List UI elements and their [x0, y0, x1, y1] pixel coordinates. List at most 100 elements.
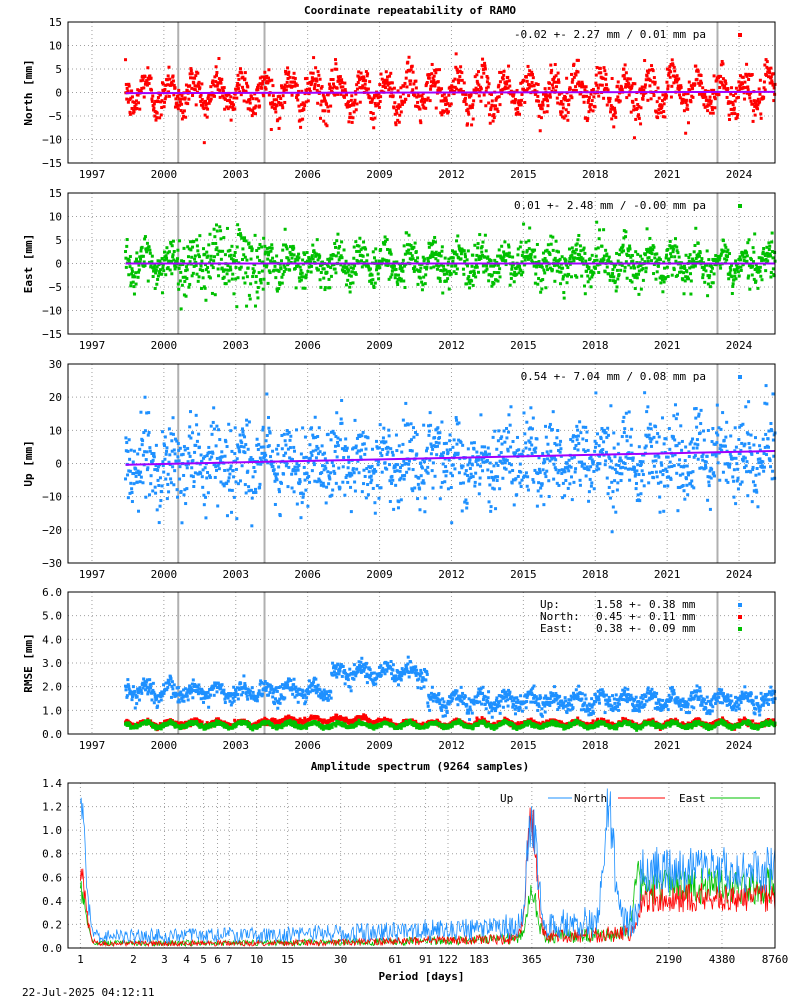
north-point — [708, 95, 712, 99]
up-point — [686, 473, 690, 477]
up-point — [363, 452, 367, 456]
east-point — [279, 259, 283, 263]
north-point — [750, 73, 754, 77]
up-point — [650, 437, 654, 441]
east-point — [275, 287, 279, 291]
north-point — [167, 65, 171, 69]
north-point — [263, 86, 267, 90]
east-point — [325, 263, 329, 267]
east-point — [418, 276, 422, 280]
north-point — [765, 60, 769, 64]
east-point — [262, 263, 266, 267]
north-point — [632, 104, 636, 108]
north-point — [568, 87, 572, 91]
y-tick-label: 5.0 — [42, 610, 62, 623]
north-point — [585, 119, 589, 123]
east-point — [580, 274, 584, 278]
north-point — [733, 99, 737, 103]
north-point — [639, 106, 643, 110]
up-point — [399, 466, 403, 470]
east-point — [751, 264, 755, 268]
up-point — [336, 436, 340, 440]
up-point — [633, 474, 637, 478]
east-point — [688, 266, 692, 270]
up-point — [767, 445, 771, 449]
east-point — [354, 272, 358, 276]
up-point — [295, 428, 299, 432]
east-point — [421, 255, 425, 259]
north-point — [480, 75, 484, 79]
north-point — [414, 79, 418, 83]
north-point — [675, 74, 679, 78]
east-point — [415, 268, 419, 272]
north-point — [231, 105, 235, 109]
up-point — [129, 481, 133, 485]
up-point — [692, 455, 696, 459]
north-point — [342, 95, 346, 99]
up-point — [678, 458, 682, 462]
up-point — [215, 456, 219, 460]
north-point — [179, 97, 183, 101]
up-point — [357, 471, 361, 475]
up-point — [695, 438, 699, 442]
rmse-point — [131, 685, 135, 689]
east-point — [484, 249, 488, 253]
east-point — [656, 258, 660, 262]
north-point — [397, 103, 401, 107]
east-point — [354, 240, 358, 244]
north-point — [439, 111, 443, 115]
east-point — [185, 277, 189, 281]
north-point — [296, 92, 300, 96]
north-point — [183, 96, 187, 100]
north-point — [622, 67, 626, 71]
up-point — [594, 441, 598, 445]
rmse-point — [130, 698, 134, 702]
up-point — [543, 460, 547, 464]
east-point — [640, 257, 644, 261]
north-point — [729, 107, 733, 111]
north-point — [371, 112, 375, 116]
up-point — [321, 452, 325, 456]
east-point — [478, 233, 482, 237]
up-point — [579, 431, 583, 435]
up-point — [319, 483, 323, 487]
north-point — [312, 77, 316, 81]
stat-label: 0.01 +- 2.48 mm / -0.00 mm pa — [514, 199, 706, 212]
east-point — [541, 278, 545, 282]
east-point — [405, 231, 409, 235]
up-point — [493, 429, 497, 433]
north-point — [715, 78, 719, 82]
east-point — [563, 273, 567, 277]
east-point — [299, 278, 303, 282]
north-point — [676, 84, 680, 88]
up-point — [164, 477, 168, 481]
up-point — [165, 449, 169, 453]
east-point — [459, 252, 463, 256]
east-point — [170, 244, 174, 248]
up-point — [712, 474, 716, 478]
east-point — [768, 252, 772, 256]
up-point — [642, 453, 646, 457]
north-point — [369, 111, 373, 115]
north-point — [347, 104, 351, 108]
up-point — [310, 453, 314, 457]
north-point — [585, 94, 589, 98]
east-point — [183, 275, 187, 279]
up-point — [561, 496, 565, 500]
up-point — [550, 457, 554, 461]
north-point — [767, 75, 771, 79]
up-point — [202, 503, 206, 507]
up-point — [274, 473, 278, 477]
north-point — [484, 104, 488, 108]
east-point — [624, 260, 628, 264]
up-point — [716, 433, 720, 437]
east-point — [387, 277, 391, 281]
up-point — [589, 484, 593, 488]
east-point — [558, 257, 562, 261]
north-point — [232, 103, 236, 107]
east-point — [728, 266, 732, 270]
north-point — [726, 87, 730, 91]
up-point — [587, 499, 591, 503]
north-point — [515, 88, 519, 92]
up-point — [473, 480, 477, 484]
